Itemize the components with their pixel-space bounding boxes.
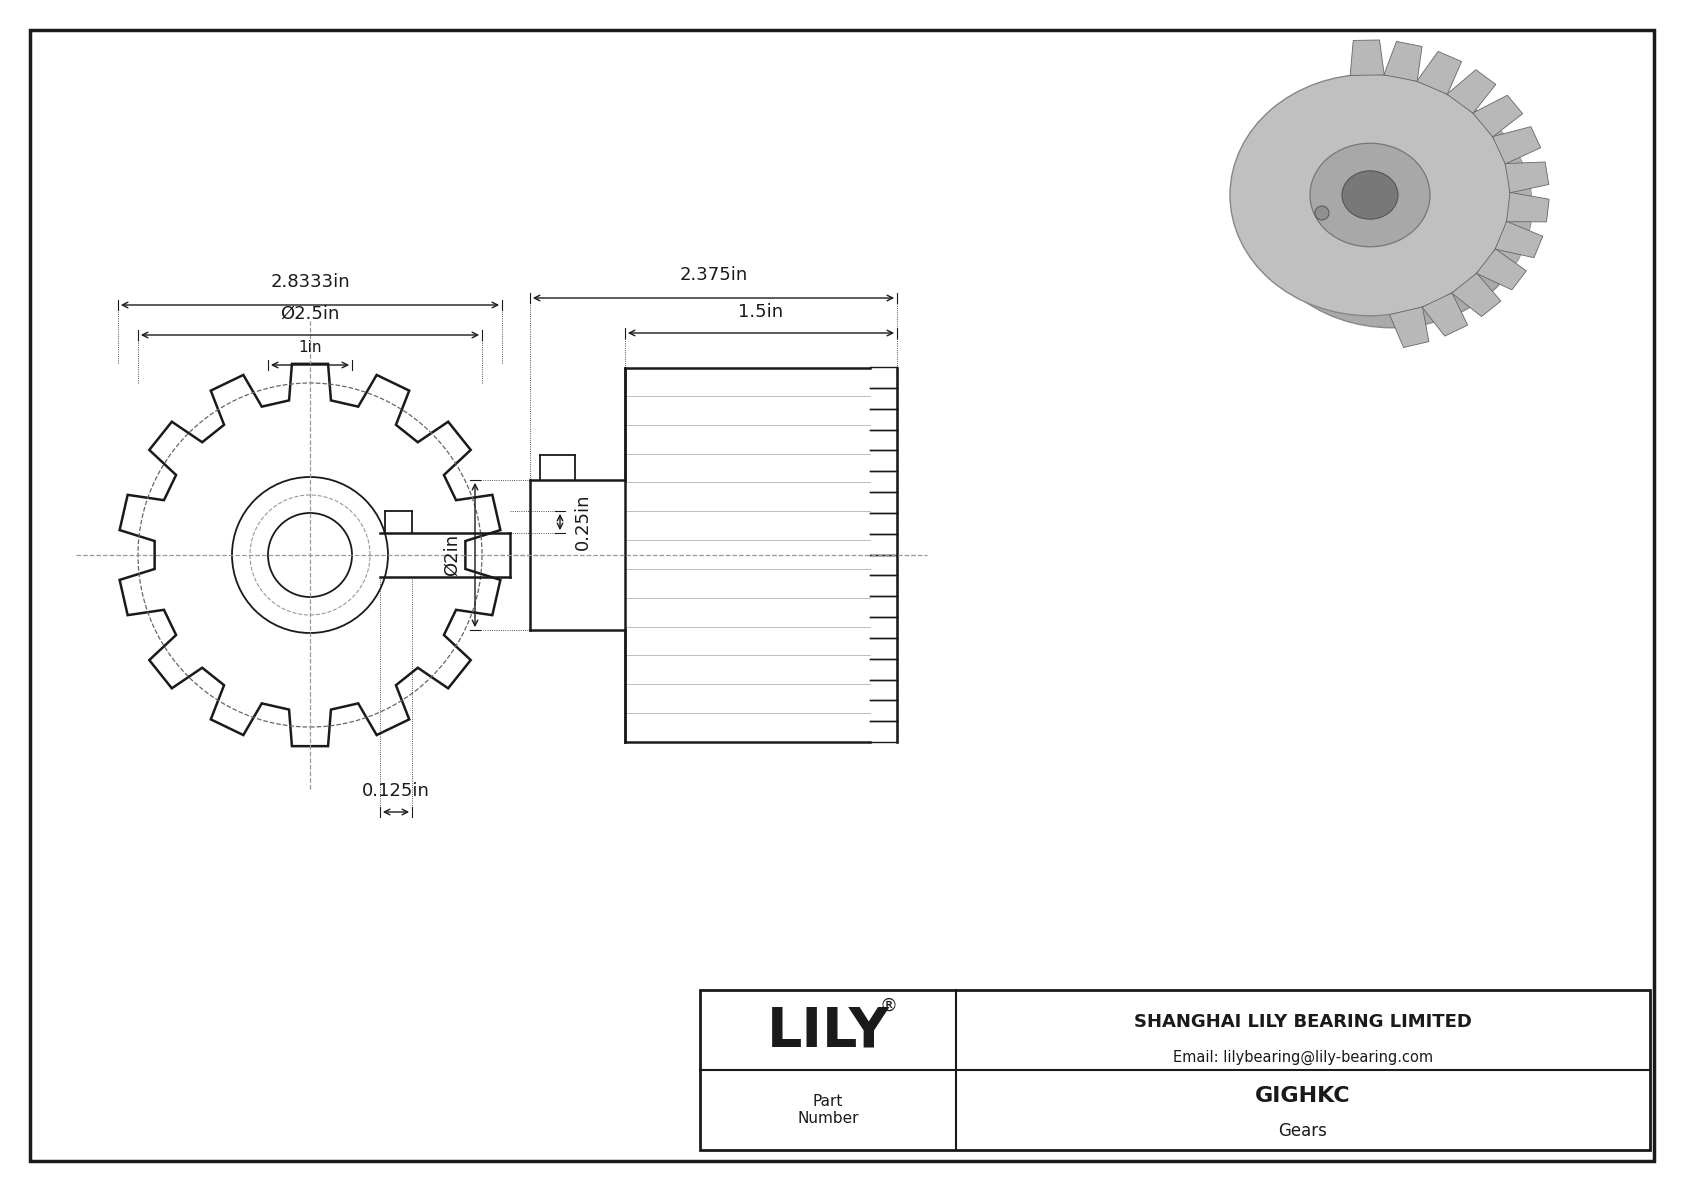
Text: GIGHKC: GIGHKC — [1255, 1086, 1351, 1105]
Polygon shape — [1452, 273, 1500, 317]
Polygon shape — [1351, 40, 1384, 75]
Polygon shape — [1474, 95, 1522, 137]
Text: Ø2.5in: Ø2.5in — [280, 305, 340, 323]
Text: LILY: LILY — [766, 1004, 889, 1059]
Ellipse shape — [1251, 86, 1532, 328]
Polygon shape — [1507, 193, 1549, 222]
Text: Email: lilybearing@lily-bearing.com: Email: lilybearing@lily-bearing.com — [1174, 1049, 1433, 1065]
Polygon shape — [1495, 222, 1543, 257]
Text: 1in: 1in — [298, 339, 322, 355]
Text: 2.8333in: 2.8333in — [269, 273, 350, 291]
Polygon shape — [1447, 70, 1495, 113]
Polygon shape — [1505, 162, 1549, 193]
Text: ®: ® — [879, 997, 898, 1015]
Polygon shape — [1477, 249, 1526, 289]
Text: SHANGHAI LILY BEARING LIMITED: SHANGHAI LILY BEARING LIMITED — [1133, 1014, 1472, 1031]
Polygon shape — [1421, 293, 1468, 336]
Polygon shape — [1492, 126, 1541, 164]
Polygon shape — [1416, 51, 1462, 94]
Text: 0.25in: 0.25in — [574, 494, 593, 550]
Ellipse shape — [1342, 170, 1398, 219]
Ellipse shape — [1229, 74, 1511, 316]
Polygon shape — [1389, 307, 1430, 348]
Circle shape — [1315, 206, 1329, 220]
Text: Ø2in: Ø2in — [443, 534, 461, 576]
Polygon shape — [1238, 74, 1532, 267]
Text: Part
Number: Part Number — [797, 1093, 859, 1127]
Text: 2.375in: 2.375in — [679, 266, 748, 283]
Text: Gears: Gears — [1278, 1122, 1327, 1140]
Text: 1.5in: 1.5in — [739, 303, 783, 322]
Ellipse shape — [1310, 143, 1430, 247]
Text: 0.125in: 0.125in — [362, 782, 429, 800]
Bar — [701, 990, 1650, 1151]
Polygon shape — [1384, 42, 1421, 81]
